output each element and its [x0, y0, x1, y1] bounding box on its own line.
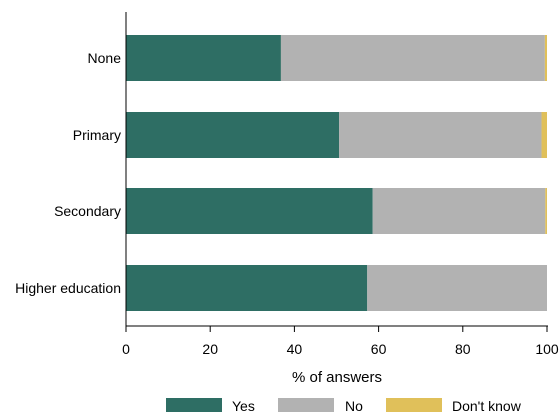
bar-no-1: [339, 112, 542, 158]
legend-swatch: [166, 398, 222, 412]
category-label: Primary: [73, 127, 121, 143]
x-tick-label: 40: [287, 341, 303, 357]
category-label: Secondary: [54, 203, 121, 219]
x-axis-title: % of answers: [292, 369, 382, 386]
legend-swatch: [278, 398, 334, 412]
x-tick-label: 80: [455, 341, 471, 357]
bar-no-3: [367, 265, 547, 311]
category-label: None: [88, 50, 122, 66]
legend: Yes No Don't know: [166, 398, 522, 414]
x-tick-label: 20: [202, 341, 218, 357]
bar-don-t-know-2: [545, 188, 547, 234]
x-tick-label: 100: [535, 341, 559, 357]
bar-don-t-know-0: [544, 35, 547, 81]
legend-swatch: [386, 398, 442, 412]
category-labels: None Primary Secondary Higher education: [15, 50, 121, 296]
bar-yes-1: [126, 112, 340, 158]
bar-no-2: [372, 188, 546, 234]
bar-no-0: [280, 35, 545, 81]
x-ticks-group: 0 20 40 60 80 100: [122, 326, 559, 357]
legend-label: Don't know: [452, 398, 522, 414]
bar-yes-0: [126, 35, 281, 81]
bar-yes-2: [126, 188, 373, 234]
legend-label: No: [345, 398, 363, 414]
bars-group: [126, 35, 547, 311]
x-tick-label: 60: [371, 341, 387, 357]
x-tick-label: 0: [122, 341, 130, 357]
legend-label: Yes: [232, 398, 255, 414]
bar-don-t-know-1: [541, 112, 547, 158]
bar-yes-3: [126, 265, 368, 311]
category-label: Higher education: [15, 280, 121, 296]
